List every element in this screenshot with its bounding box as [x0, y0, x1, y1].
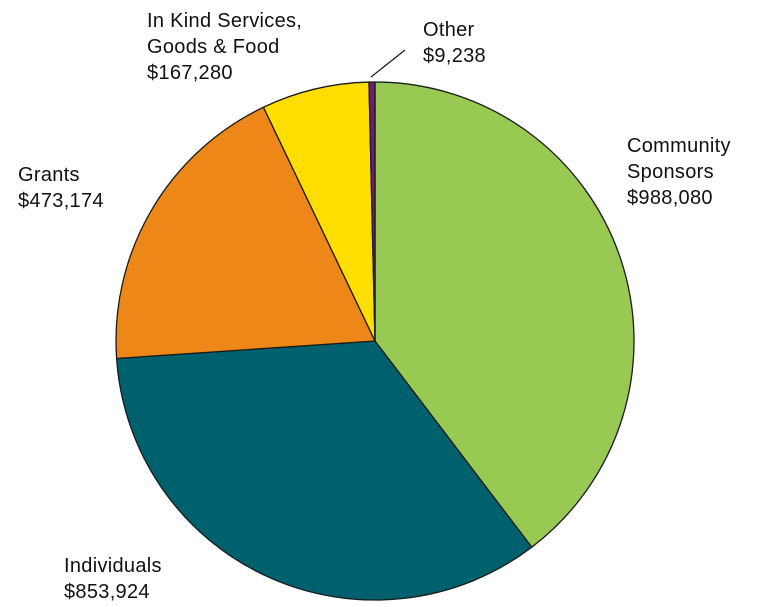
- slice-label-line: Sponsors: [627, 161, 714, 183]
- pie-slice-grants: [115, 106, 376, 360]
- slice-label-line: Goods & Food: [147, 36, 280, 58]
- other-leader-line: [370, 49, 406, 78]
- pie-slice-community-sponsors: [374, 81, 635, 548]
- slice-value: $9,238: [423, 45, 486, 67]
- slice-label-individuals: Individuals $853,924: [64, 553, 162, 605]
- slice-value: $473,174: [18, 190, 104, 212]
- slice-label-grants: Grants $473,174: [18, 162, 104, 214]
- pie-slice-in-kind: [262, 81, 376, 342]
- pie-slices: [115, 81, 635, 601]
- slice-value: $853,924: [64, 581, 150, 603]
- slice-value: $988,080: [627, 187, 713, 209]
- slice-label-line: Other: [423, 19, 475, 41]
- slice-label-in-kind: In Kind Services, Goods & Food $167,280: [147, 8, 302, 86]
- slice-label-line: Individuals: [64, 555, 162, 577]
- slice-label-other: Other $9,238: [423, 17, 486, 69]
- slice-label-line: In Kind Services,: [147, 10, 303, 32]
- slice-label-line: Community: [627, 135, 731, 157]
- slice-label-community-sponsors: Community Sponsors $988,080: [627, 133, 731, 211]
- slice-value: $167,280: [147, 62, 233, 84]
- pie-slice-individuals: [115, 340, 533, 601]
- pie-slice-other: [368, 81, 376, 342]
- slice-label-line: Grants: [18, 164, 80, 186]
